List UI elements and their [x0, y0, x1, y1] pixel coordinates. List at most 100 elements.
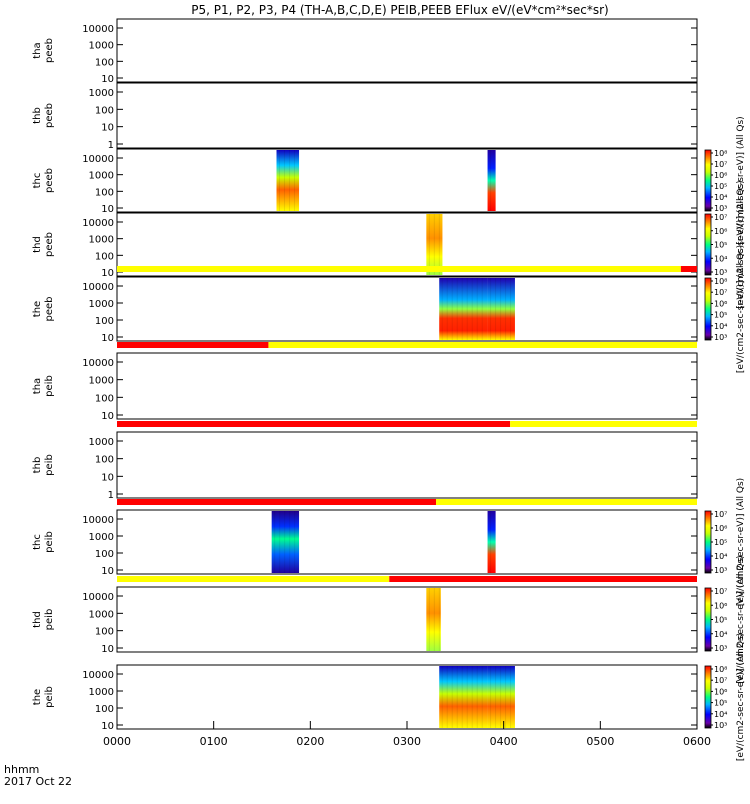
y-tick-label: 10000 — [82, 218, 114, 229]
y-tick-label: 1000 — [89, 299, 114, 310]
colorbar-tick-label: 10⁷ — [714, 587, 727, 596]
panel-thd-peeb: 10 100 1000 10000 thd peeb 10³ 10⁴ 10⁵ 10⁶ 10⁷ [eV/… — [32, 180, 746, 308]
y-tick-label: 1000 — [89, 687, 114, 698]
panel-label: peib — [44, 609, 55, 631]
status-segment-yellow — [117, 266, 681, 272]
spectrogram-block — [271, 511, 300, 573]
y-tick-label: 100 — [95, 251, 114, 262]
colorbar-tick-label: 10⁷ — [714, 213, 727, 222]
y-tick-label: 100 — [95, 316, 114, 327]
status-segment-yellow — [117, 576, 390, 582]
panel-thd-peib: 10 100 1000 10000 thd peib 10³ 10⁴ 10⁵ 10⁶ 10⁷ [eV/… — [32, 555, 746, 683]
y-tick-label: 1000 — [89, 41, 114, 52]
panel-label: thb — [32, 457, 43, 474]
x-axis-label: hhmm — [4, 763, 39, 776]
status-segment-red — [117, 499, 436, 505]
panel-label: peeb — [44, 232, 55, 257]
colorbar-tick-label: 10⁵ — [714, 616, 727, 625]
y-tick-label: 100 — [95, 455, 114, 466]
y-tick-label: 1 — [108, 490, 114, 501]
colorbar-tick-label: 10⁸ — [714, 149, 727, 158]
colorbar-tick-label: 10⁴ — [714, 552, 727, 561]
colorbar-label: [eV/(cm2-sec-sr-eV)] (All Qs) — [736, 555, 746, 683]
y-tick-label: 10000 — [82, 592, 114, 603]
colorbar-tick-label: 10⁸ — [714, 665, 727, 674]
y-tick-label: 10 — [101, 566, 114, 577]
spectrogram-block — [426, 588, 441, 651]
colorbar-tick-label: 10³ — [714, 333, 727, 342]
spectrogram-block — [487, 150, 496, 211]
colorbar — [704, 213, 712, 276]
y-tick-label: 10 — [101, 411, 114, 422]
y-tick-label: 10000 — [82, 282, 114, 293]
panel-label: peeb — [44, 297, 55, 322]
colorbar-label: [eV/(cm2-sec-sr-eV)] (All Qs) — [736, 116, 746, 244]
x-tick-label: 0100 — [200, 735, 228, 748]
colorbar-label: [eV/(cm2-sec-sr-eV)] (All Qs) — [736, 478, 746, 606]
colorbar-tick-label: 10⁴ — [714, 710, 727, 719]
panel-thc-peeb: 10 100 1000 10000 thc peeb 10³ 10⁴ 10⁵ 10⁶ 10⁷ 10⁸ [… — [32, 116, 746, 244]
y-tick-label: 10 — [101, 721, 114, 732]
colorbar-tick-label: 10⁸ — [714, 277, 727, 286]
colorbar-tick-label: 10⁵ — [714, 538, 727, 547]
y-tick-label: 10000 — [82, 24, 114, 35]
panel-label: peib — [44, 454, 55, 476]
y-tick-label: 10 — [101, 333, 114, 344]
panel-label: thb — [32, 107, 43, 124]
colorbar-tick-label: 10⁴ — [714, 193, 727, 202]
colorbar-tick-label: 10⁵ — [714, 699, 727, 708]
y-tick-label: 100 — [95, 549, 114, 560]
panel-the-peeb: 10 100 1000 10000 the peeb 10³ 10⁴ 10⁵ 10⁶ 10⁷ 10⁸ [… — [32, 245, 746, 373]
y-tick-label: 10 — [101, 204, 114, 215]
panel-label: thd — [32, 611, 43, 628]
y-tick-label: 10000 — [82, 358, 114, 369]
y-tick-label: 100 — [95, 704, 114, 715]
status-segment-red — [117, 421, 511, 427]
colorbar — [704, 587, 712, 652]
colorbar-tick-label: 10⁶ — [714, 601, 727, 610]
panel-label: peib — [44, 375, 55, 397]
spectrogram-block — [487, 666, 515, 728]
y-tick-label: 10 — [101, 268, 114, 279]
colorbar-label: [eV/(cm2-sec-sr-eV)] (All Qs) — [736, 245, 746, 373]
panel-frame — [116, 148, 698, 213]
spectrogram-block — [276, 150, 300, 211]
panel-frame — [116, 586, 698, 653]
panel-label: tha — [32, 378, 43, 394]
status-segment-red — [680, 266, 697, 272]
colorbar-tick-label: 10⁴ — [714, 254, 727, 263]
status-segment-yellow — [510, 421, 697, 427]
spectrogram-block — [439, 278, 488, 340]
y-tick-label: 1000 — [89, 171, 114, 182]
y-tick-label: 1000 — [89, 532, 114, 543]
y-tick-label: 1000 — [89, 235, 114, 246]
status-segment-yellow — [436, 499, 697, 505]
panel-label: peeb — [44, 168, 55, 193]
panel-thb-peib: 1 10 100 1000 thb peib — [32, 421, 698, 501]
panel-label: thc — [32, 173, 43, 189]
colorbar — [704, 510, 712, 574]
y-tick-label: 10000 — [82, 515, 114, 526]
panel-label: thd — [32, 236, 43, 253]
status-segment-red — [389, 576, 697, 582]
panel-label: the — [32, 301, 43, 317]
panel-label: peeb — [44, 103, 55, 128]
y-tick-label: 1000 — [89, 88, 114, 99]
panel-label: thc — [32, 534, 43, 550]
y-tick-label: 1 — [108, 140, 114, 151]
panel-frame — [116, 18, 698, 83]
x-tick-label: 0400 — [490, 735, 518, 748]
x-axis: 0000 0100 0200 0300 0400 0500 0600 — [103, 721, 711, 748]
y-tick-label: 10 — [101, 472, 114, 483]
colorbar — [704, 149, 712, 212]
status-segment-red — [117, 342, 269, 348]
colorbar-tick-label: 10³ — [714, 644, 727, 653]
panel-frame — [116, 431, 698, 499]
y-tick-label: 100 — [95, 393, 114, 404]
y-tick-label: 10000 — [82, 154, 114, 165]
panel-frame — [116, 276, 698, 342]
colorbar-tick-label: 10⁶ — [714, 171, 727, 180]
panel-label: peeb — [44, 38, 55, 63]
y-tick-label: 10 — [101, 74, 114, 85]
